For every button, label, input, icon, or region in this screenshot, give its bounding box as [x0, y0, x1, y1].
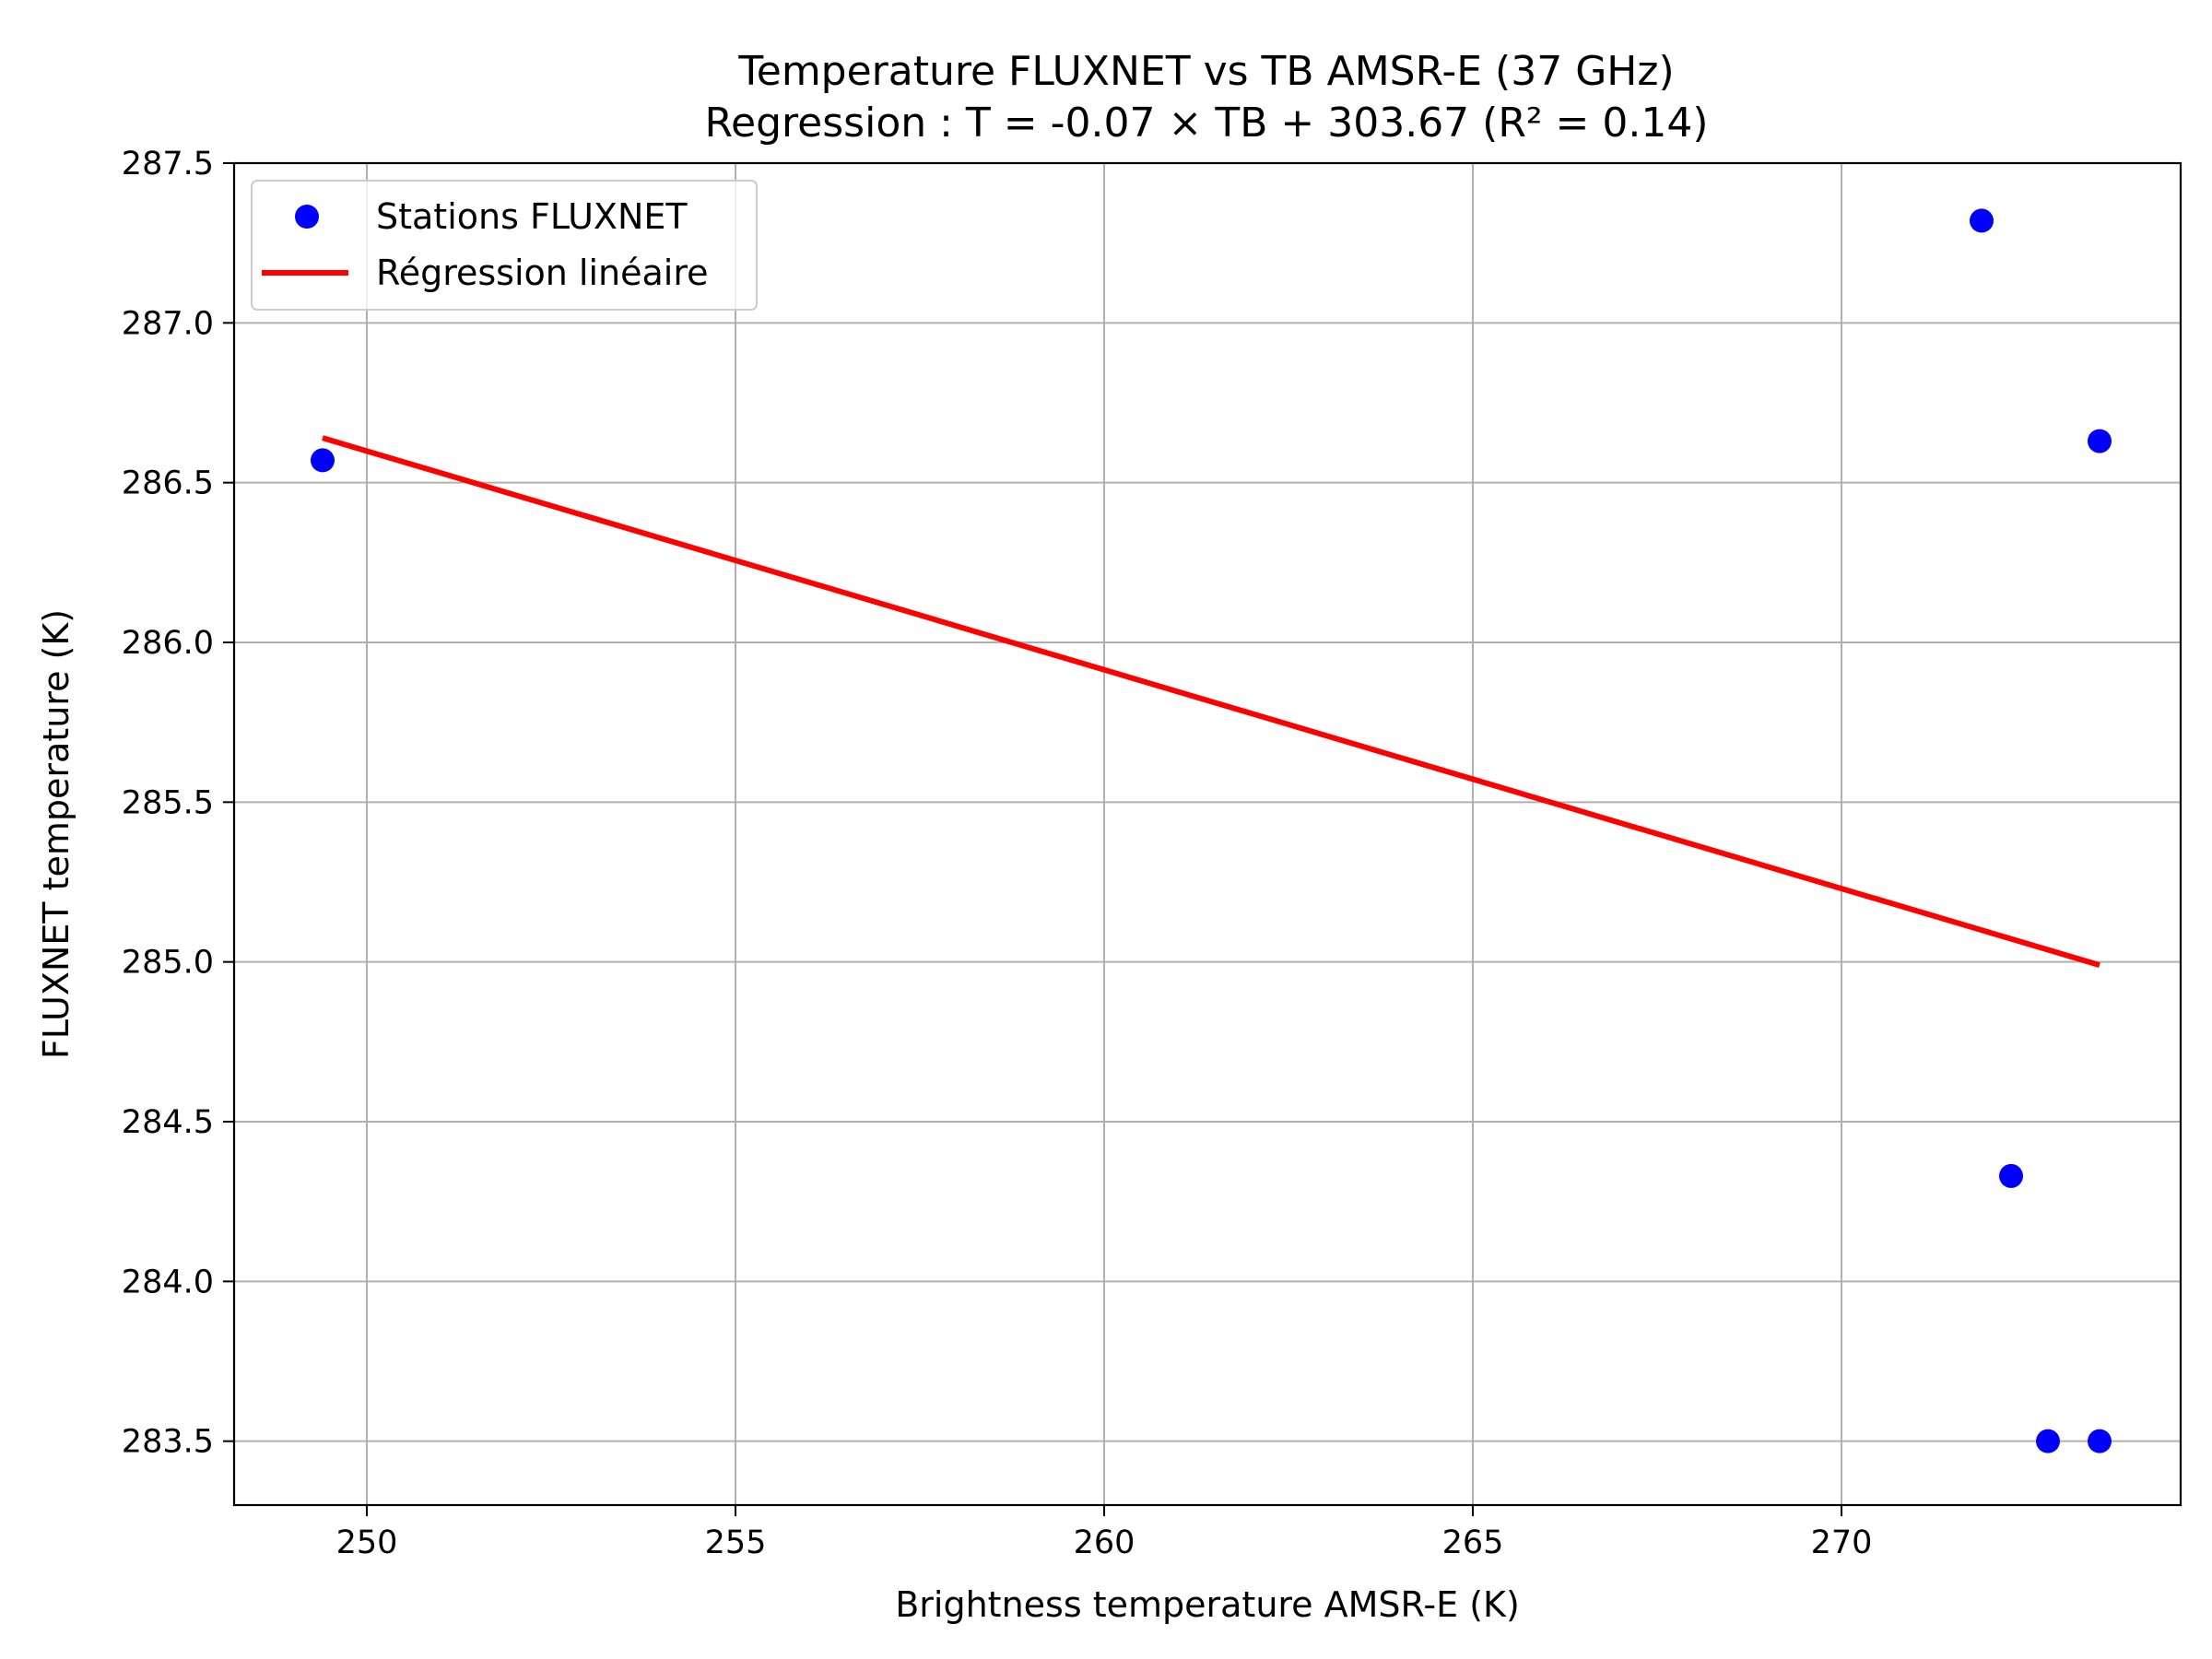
legend: Stations FLUXNET Régression linéaire	[251, 180, 758, 311]
station-point	[2036, 1429, 2060, 1453]
y-tick-label: 286.0	[122, 625, 214, 662]
station-point	[2088, 429, 2112, 453]
legend-marker-stations	[295, 205, 319, 229]
y-tick-label: 284.0	[122, 1264, 214, 1300]
y-tick-label: 287.5	[122, 146, 214, 182]
x-tick-label: 265	[1442, 1524, 1504, 1561]
y-tick-label: 283.5	[122, 1424, 214, 1461]
y-tick-label: 285.0	[122, 945, 214, 982]
regression-line-layer	[322, 435, 2100, 969]
chart-title: Temperature FLUXNET vs TB AMSR-E (37 GHz…	[737, 48, 1674, 95]
y-axis-label: FLUXNET temperature (K)	[36, 609, 76, 1059]
regression-line	[322, 435, 2100, 969]
station-point	[1970, 208, 1994, 233]
x-tick-label: 260	[1074, 1524, 1135, 1561]
station-point	[1999, 1163, 2023, 1188]
x-tick-label: 250	[336, 1524, 398, 1561]
x-tick-label: 270	[1811, 1524, 1873, 1561]
y-tick-label: 287.0	[122, 305, 214, 342]
axis-ticks: 250 255 260 265 270 283.5 284.0 284.5 285.0 285.5…	[122, 146, 1873, 1561]
legend-box	[251, 180, 758, 311]
station-point	[2088, 1429, 2112, 1453]
y-tick-label: 286.5	[122, 465, 214, 502]
chart-subtitle: Regression : T = -0.07 × TB + 303.67 (R²…	[704, 100, 1708, 147]
legend-label-regression: Régression linéaire	[376, 253, 709, 293]
y-tick-label: 284.5	[122, 1104, 214, 1141]
station-point	[311, 448, 335, 473]
data-points-layer	[311, 208, 2112, 1453]
legend-label-stations: Stations FLUXNET	[376, 196, 688, 237]
y-tick-label: 285.5	[122, 784, 214, 821]
plot-frame	[232, 161, 2183, 1507]
x-tick-label: 255	[705, 1524, 767, 1561]
x-axis-label: Brightness temperature AMSR-E (K)	[895, 1584, 1520, 1625]
